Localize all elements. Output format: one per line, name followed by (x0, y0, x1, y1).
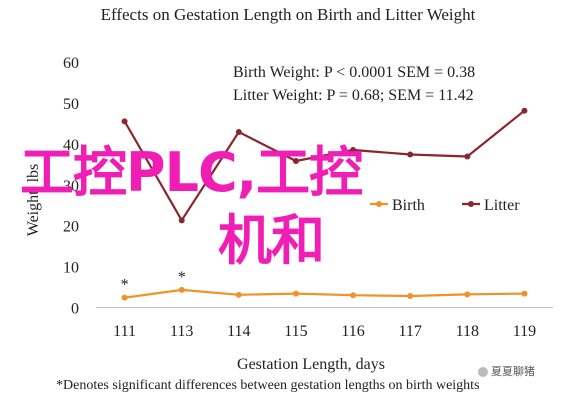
data-point-litter (350, 146, 357, 153)
chart-title: Effects on Gestation Length on Birth and… (101, 5, 476, 24)
legend: Birth Litter (370, 197, 520, 214)
data-point-litter (121, 118, 128, 125)
y-axis-label: Weight, lbs (25, 164, 42, 236)
data-point-litter (235, 128, 242, 135)
x-tick-label: 114 (227, 323, 250, 340)
x-tick-label: 116 (341, 323, 364, 340)
series-layer (121, 107, 528, 301)
y-tick-labels: 0 10 20 30 40 50 60 (63, 55, 79, 318)
annotation-birth-weight: Birth Weight: P < 0.0001 SEM = 0.38 (233, 64, 475, 81)
x-tick-labels: 111 113 114 115 116 117 118 119 (113, 323, 536, 340)
legend-label-litter: Litter (484, 197, 520, 214)
data-point-litter (178, 217, 185, 224)
y-tick-label: 40 (63, 137, 79, 154)
legend-marker-birth (376, 201, 382, 207)
y-tick-label: 20 (63, 219, 79, 236)
x-axis-label: Gestation Length, days (237, 356, 385, 373)
data-point-birth (350, 292, 357, 299)
x-tick-label: 117 (398, 323, 421, 340)
data-point-birth (292, 290, 299, 297)
data-point-birth (464, 291, 471, 298)
x-tick-label: 113 (170, 323, 193, 340)
x-tick-label: 111 (113, 323, 136, 340)
data-point-birth (521, 290, 528, 297)
y-tick-label: 0 (71, 301, 79, 318)
annotation-litter-weight: Litter Weight: P = 0.68; SEM = 11.42 (233, 87, 474, 104)
y-tick-label: 60 (63, 55, 79, 72)
data-point-birth (407, 293, 414, 300)
data-point-litter (464, 153, 471, 160)
data-point-litter (292, 158, 299, 165)
data-point-litter (521, 107, 528, 114)
significance-mark: * (178, 269, 186, 286)
x-tick-label: 119 (513, 323, 536, 340)
significance-marks: * * (121, 269, 186, 294)
data-point-birth (178, 286, 185, 293)
legend-marker-litter (468, 201, 474, 207)
data-point-birth (121, 294, 128, 301)
y-tick-label: 50 (63, 96, 79, 113)
series-line-litter (123, 109, 526, 222)
x-tick-label: 118 (456, 323, 479, 340)
y-tick-label: 10 (63, 260, 79, 277)
data-point-litter (407, 151, 414, 158)
chart-footnote: *Denotes significant differences between… (56, 378, 480, 393)
series-line-birth (124, 288, 525, 299)
legend-label-birth: Birth (392, 197, 425, 214)
significance-mark: * (121, 277, 129, 294)
y-tick-label: 30 (63, 178, 79, 195)
data-point-birth (235, 291, 242, 298)
x-tick-label: 115 (284, 323, 307, 340)
